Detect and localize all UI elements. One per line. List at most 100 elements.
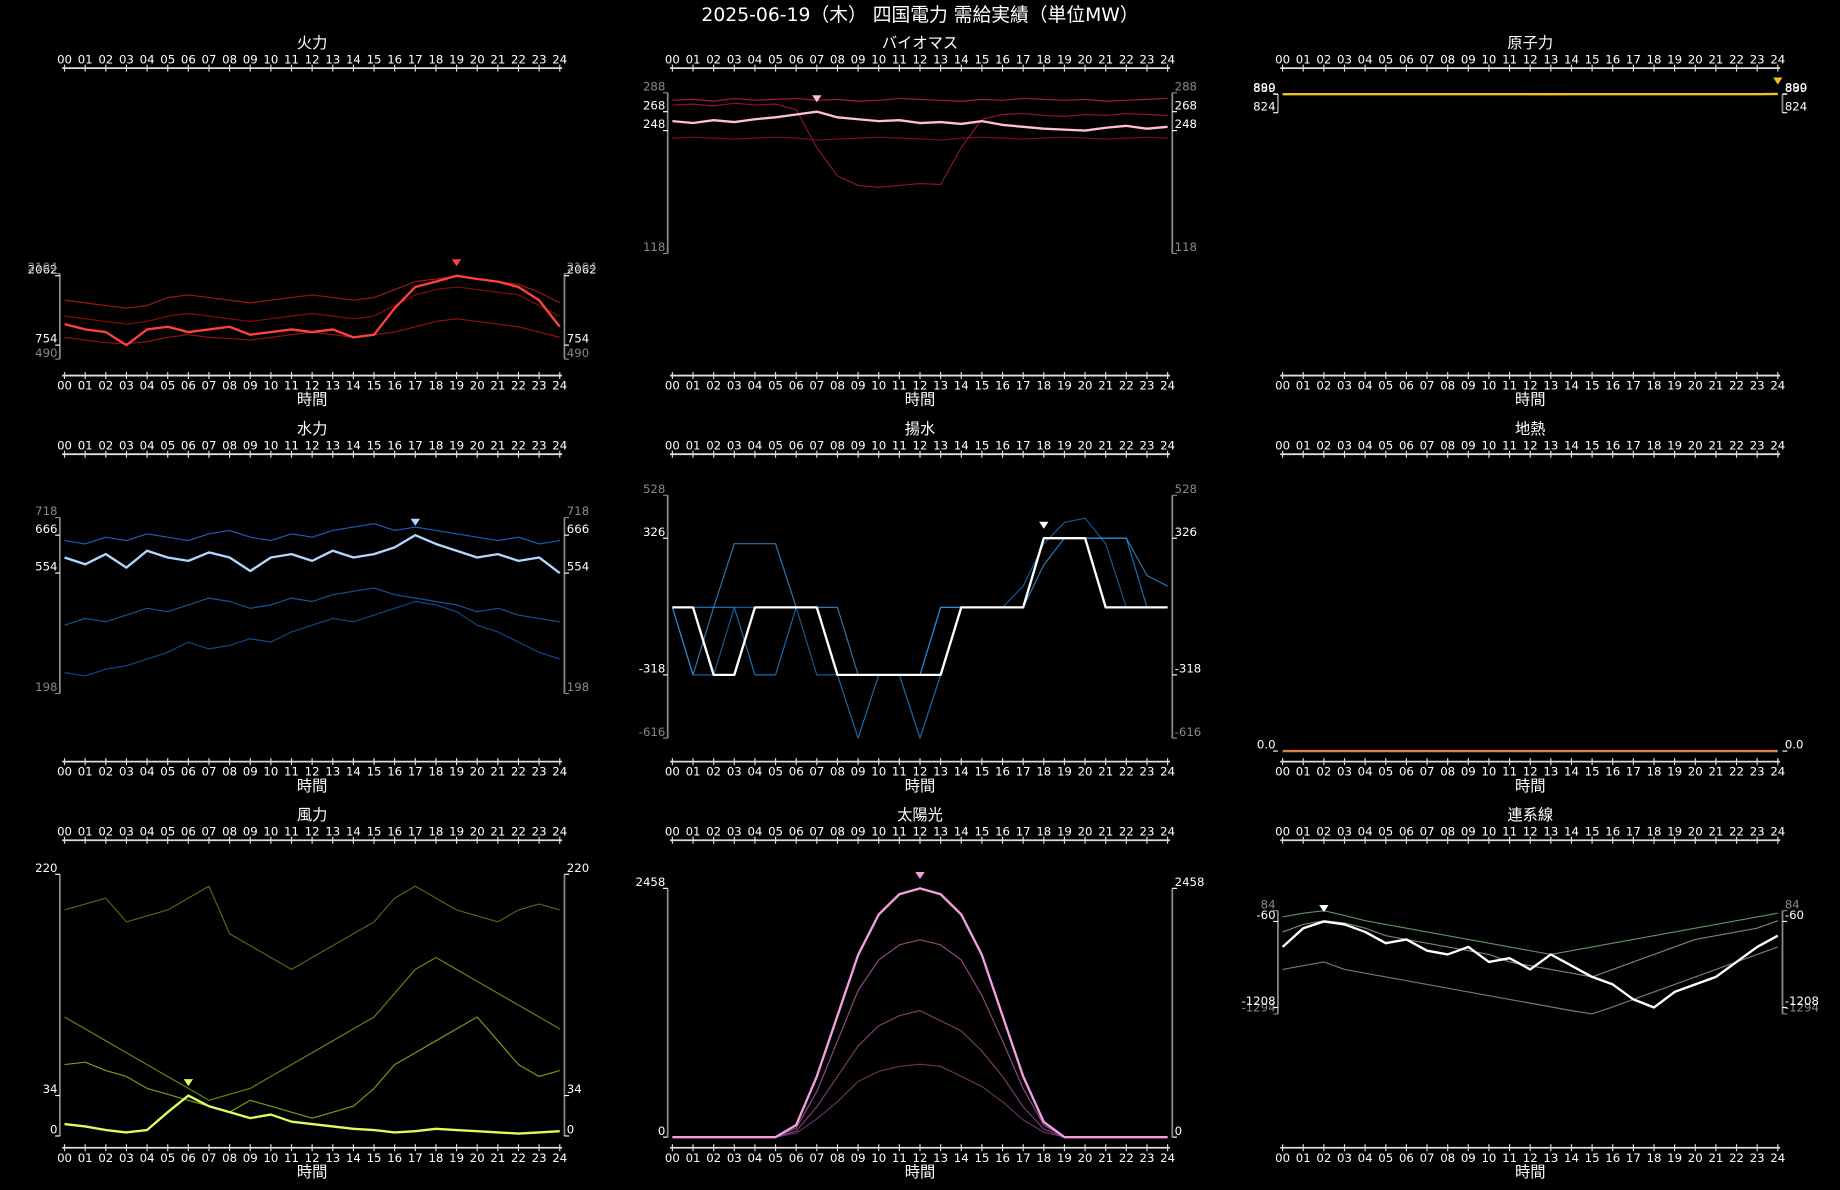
y-tick-label: 490 [35, 346, 57, 360]
x-tick-label: 18 [428, 438, 443, 452]
y-tick-label: 248 [643, 117, 665, 131]
history-line [64, 523, 560, 545]
x-tick-label: 07 [1420, 379, 1435, 393]
y-tick-label: 0 [50, 1123, 57, 1137]
x-tick-label: 23 [532, 52, 547, 66]
x-tick-label: 09 [243, 52, 258, 66]
y-tick-label: 2458 [1175, 875, 1205, 889]
x-tick-label: 10 [1481, 825, 1496, 839]
x-tick-label: 14 [954, 379, 969, 393]
y-tick-label: -1294 [1785, 1001, 1819, 1015]
x-tick-label: 22 [1119, 765, 1134, 779]
x-tick-label: 17 [1626, 438, 1641, 452]
x-tick-label: 21 [490, 379, 505, 393]
x-tick-label: 12 [1523, 1151, 1538, 1165]
x-tick-label: 21 [1708, 1151, 1723, 1165]
x-tick-label: 14 [1564, 52, 1579, 66]
x-tick-label: 02 [98, 438, 113, 452]
x-tick-label: 22 [1119, 825, 1134, 839]
x-tick-label: 23 [1140, 379, 1155, 393]
peak-marker [1319, 905, 1329, 913]
x-tick-label: 04 [1358, 52, 1373, 66]
y-tick-label: 890 [1253, 81, 1275, 95]
y-tick-label: 288 [1175, 79, 1197, 93]
x-tick-label: 16 [387, 1151, 402, 1165]
x-tick-label: 04 [747, 765, 762, 779]
x-tick-label: 22 [511, 52, 526, 66]
x-tick-label: 01 [686, 379, 701, 393]
x-tick-label: 16 [387, 52, 402, 66]
page-title: 2025-06-19（木） 四国電力 需給実績（単位MW） [701, 4, 1138, 26]
x-tick-label: 23 [1750, 1151, 1765, 1165]
x-axis-label: 時間 [905, 1163, 935, 1181]
x-tick-label: 10 [1481, 379, 1496, 393]
x-tick-label: 15 [974, 379, 989, 393]
x-tick-label: 14 [954, 765, 969, 779]
x-tick-label: 08 [830, 438, 845, 452]
x-tick-label: 11 [284, 52, 299, 66]
x-tick-label: 12 [305, 1151, 320, 1165]
x-tick-label: 23 [1140, 438, 1155, 452]
x-tick-label: 23 [1750, 765, 1765, 779]
x-tick-label: 00 [1275, 379, 1290, 393]
x-tick-label: 01 [78, 1151, 93, 1165]
y-tick-label: 0 [658, 1124, 665, 1138]
x-tick-label: 11 [1502, 1151, 1517, 1165]
x-tick-label: 07 [202, 52, 217, 66]
x-tick-label: 24 [1160, 825, 1175, 839]
x-tick-label: 09 [1461, 825, 1476, 839]
x-tick-label: 23 [1140, 52, 1155, 66]
x-tick-label: 22 [1119, 52, 1134, 66]
x-tick-label: 01 [686, 438, 701, 452]
x-tick-label: 15 [1585, 1151, 1600, 1165]
x-tick-label: 13 [933, 765, 948, 779]
x-tick-label: 13 [1543, 379, 1558, 393]
history-line [64, 587, 560, 626]
history-line [64, 600, 560, 677]
peak-marker [1773, 77, 1783, 85]
x-tick-label: 15 [974, 52, 989, 66]
x-tick-label: 22 [1119, 1151, 1134, 1165]
x-tick-label: 02 [1316, 1151, 1331, 1165]
x-tick-label: 16 [387, 438, 402, 452]
x-tick-label: 13 [933, 1151, 948, 1165]
y-tick-label: 889 [1785, 81, 1807, 95]
x-tick-label: 11 [892, 379, 907, 393]
x-tick-label: 08 [830, 379, 845, 393]
x-tick-label: 11 [1502, 379, 1517, 393]
x-tick-label: 10 [871, 438, 886, 452]
x-tick-label: 19 [449, 438, 464, 452]
x-tick-label: 01 [686, 825, 701, 839]
x-tick-label: 09 [243, 825, 258, 839]
x-tick-label: 18 [1647, 1151, 1662, 1165]
y-tick-label: 198 [567, 680, 589, 694]
x-tick-label: 15 [367, 52, 382, 66]
x-tick-label: 14 [1564, 765, 1579, 779]
x-tick-label: 01 [1296, 379, 1311, 393]
x-tick-label: 00 [1275, 765, 1290, 779]
x-tick-label: 24 [1770, 438, 1785, 452]
x-tick-label: 15 [974, 825, 989, 839]
x-tick-label: 09 [851, 438, 866, 452]
history-line [64, 1016, 560, 1119]
x-tick-label: 13 [1543, 438, 1558, 452]
x-tick-label: 15 [1585, 825, 1600, 839]
x-tick-label: 10 [263, 765, 278, 779]
x-tick-label: 18 [1036, 765, 1051, 779]
history-line [672, 102, 1168, 188]
x-tick-label: 09 [851, 379, 866, 393]
x-tick-label: 08 [830, 1151, 845, 1165]
chart-title: バイオマス [882, 34, 958, 52]
x-tick-label: 21 [1708, 52, 1723, 66]
x-tick-label: 12 [913, 52, 928, 66]
x-tick-label: 24 [1770, 825, 1785, 839]
x-tick-label: 14 [954, 438, 969, 452]
x-tick-label: 23 [532, 379, 547, 393]
x-tick-label: 14 [346, 52, 361, 66]
x-tick-label: 20 [470, 52, 485, 66]
x-tick-label: 23 [1140, 1151, 1155, 1165]
x-tick-label: 12 [913, 765, 928, 779]
x-tick-label: 08 [222, 379, 237, 393]
x-tick-label: 21 [1098, 438, 1113, 452]
